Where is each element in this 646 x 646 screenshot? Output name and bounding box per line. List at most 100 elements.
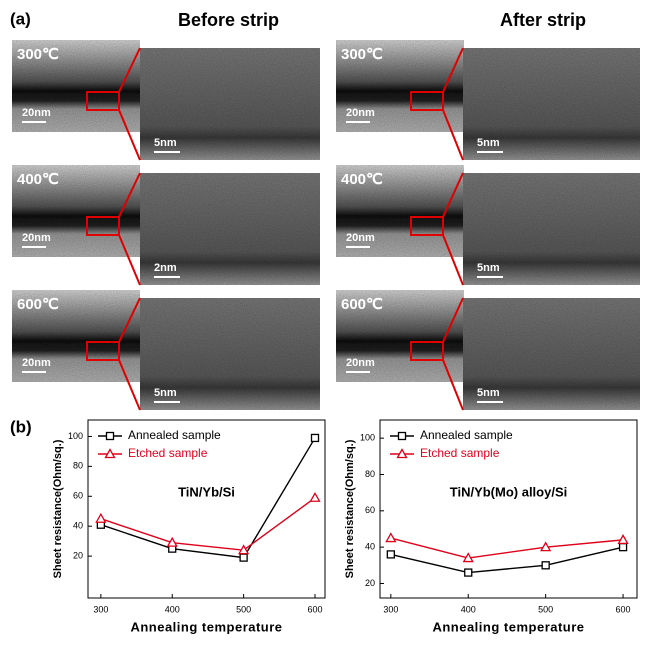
scale-label: 20nm (22, 232, 51, 244)
scale-label: 20nm (346, 357, 375, 369)
zoom-line (118, 359, 141, 411)
data-point (166, 536, 178, 547)
data-point (397, 431, 407, 441)
zoom-line (118, 109, 141, 161)
zoom-box (86, 216, 120, 236)
tem-image (336, 40, 464, 132)
series-line (100, 497, 316, 551)
tem-image (12, 165, 140, 257)
x-tick-label: 400 (461, 604, 476, 614)
scale-label: 2nm (154, 262, 177, 274)
scale-label: 5nm (154, 387, 177, 399)
zoom-line (442, 297, 464, 343)
data-point (105, 431, 115, 441)
zoom-box (86, 91, 120, 111)
column-title: After strip (500, 10, 586, 30)
data-point (95, 512, 107, 523)
series-line (390, 546, 624, 574)
legend-label: Etched sample (128, 446, 208, 460)
zoom-line (118, 234, 141, 286)
zoom-box (410, 216, 444, 236)
data-point (309, 491, 321, 502)
temperature-label: 400℃ (341, 171, 383, 188)
y-tick-label: 80 (73, 461, 83, 471)
scale-label: 20nm (346, 232, 375, 244)
tem-image (12, 40, 140, 132)
data-point (385, 532, 397, 543)
zoom-line (442, 234, 464, 286)
data-point (618, 542, 628, 552)
scale-label: 5nm (154, 137, 177, 149)
scale-label: 20nm (22, 107, 51, 119)
x-tick-label: 400 (165, 604, 180, 614)
x-tick-label: 500 (538, 604, 553, 614)
data-point (310, 433, 320, 443)
temperature-label: 300℃ (341, 46, 383, 63)
temperature-label: 400℃ (17, 171, 59, 188)
annotation: TiN/Yb(Mo) alloy/Si (450, 484, 568, 499)
data-point (462, 552, 474, 563)
y-tick-label: 80 (365, 469, 375, 479)
data-point (464, 568, 473, 577)
data-point (541, 561, 550, 570)
y-tick-label: 20 (365, 578, 375, 588)
zoom-box (410, 91, 444, 111)
data-point (396, 448, 408, 459)
zoom-line (118, 47, 141, 93)
scale-label: 5nm (477, 387, 500, 399)
tem-zoom-image (140, 298, 320, 410)
scale-label: 5nm (477, 137, 500, 149)
scale-label: 5nm (477, 262, 500, 274)
x-tick-label: 600 (307, 604, 322, 614)
y-tick-label: 60 (73, 491, 83, 501)
x-tick-label: 300 (93, 604, 108, 614)
legend-label: Annealed sample (128, 428, 221, 442)
tem-zoom-image (463, 298, 640, 410)
plot-frame (379, 419, 638, 599)
data-point (386, 550, 395, 559)
legend-label: Annealed sample (420, 428, 513, 442)
x-tick-label: 300 (383, 604, 398, 614)
zoom-line (118, 172, 141, 218)
tem-image (336, 165, 464, 257)
tem-zoom-image (140, 48, 320, 160)
tem-zoom-image (463, 173, 640, 285)
zoom-line (118, 297, 141, 343)
zoom-box (86, 341, 120, 361)
y-tick-label: 40 (365, 542, 375, 552)
panel-label: (a) (10, 9, 31, 28)
column-title: Before strip (178, 10, 279, 30)
panel-label: (b) (10, 417, 32, 436)
zoom-box (410, 341, 444, 361)
y-tick-label: 60 (365, 505, 375, 515)
y-tick-label: 100 (68, 431, 83, 441)
y-tick-label: 100 (360, 433, 375, 443)
x-tick-label: 600 (616, 604, 631, 614)
zoom-line (442, 172, 464, 218)
y-axis-label: Sheet resistance(Ohm/sq.) (344, 439, 356, 578)
series-line (100, 437, 316, 559)
zoom-line (442, 109, 464, 161)
data-point (540, 541, 552, 552)
annotation: TiN/Yb/Si (178, 484, 235, 499)
temperature-label: 600℃ (17, 296, 59, 313)
temperature-label: 300℃ (17, 46, 59, 63)
scale-label: 20nm (346, 107, 375, 119)
legend-label: Etched sample (420, 446, 500, 460)
series-line (390, 537, 624, 559)
y-tick-label: 40 (73, 521, 83, 531)
data-point (617, 534, 629, 545)
temperature-label: 600℃ (341, 296, 383, 313)
tem-image (336, 290, 464, 382)
y-axis-label: Sheet resistance(Ohm/sq.) (52, 439, 64, 578)
zoom-line (442, 359, 464, 411)
y-tick-label: 20 (73, 550, 83, 560)
tem-zoom-image (463, 48, 640, 160)
data-point (104, 448, 116, 459)
zoom-line (442, 47, 464, 93)
plot-frame (87, 419, 326, 599)
data-point (239, 553, 248, 562)
x-tick-label: 500 (236, 604, 251, 614)
x-axis-label: Annealing temperature (130, 619, 282, 634)
